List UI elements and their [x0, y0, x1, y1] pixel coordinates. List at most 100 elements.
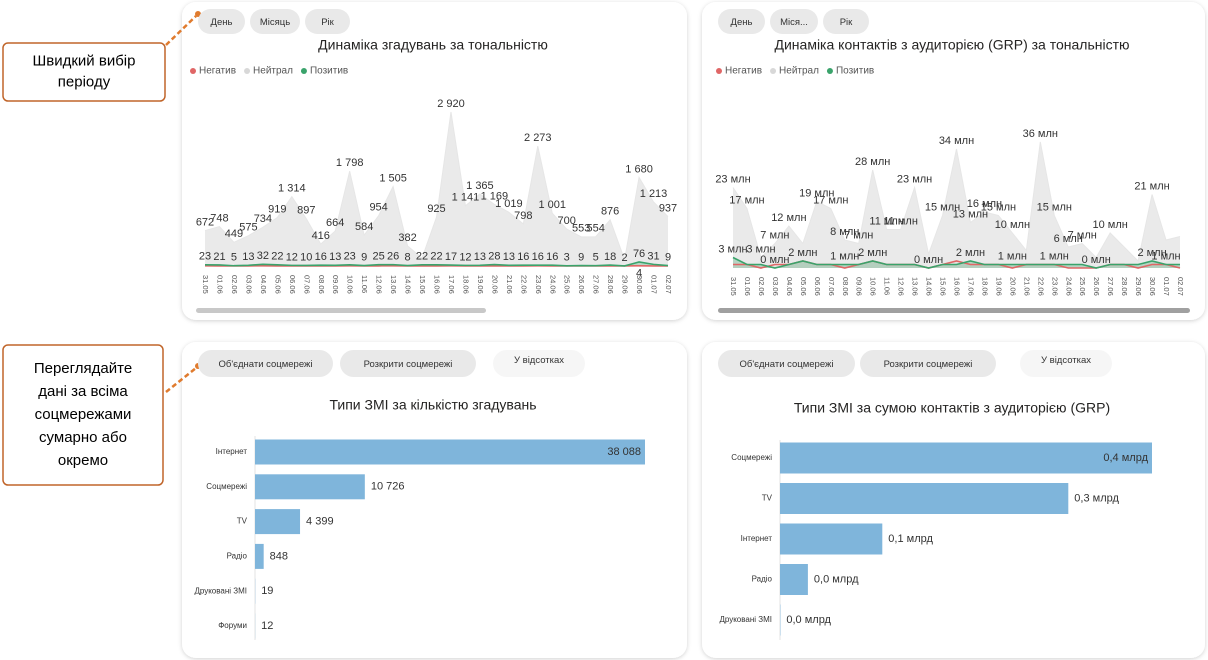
x-tick-label: 02.06: [230, 275, 239, 294]
data-label: 9: [665, 251, 671, 263]
data-label: 16 млн: [967, 198, 1002, 210]
data-label: 2 273: [524, 132, 552, 144]
button-bg[interactable]: [1020, 350, 1112, 377]
button-bg[interactable]: [770, 9, 818, 34]
data-label: 876: [601, 206, 619, 218]
x-tick-label: 23.06: [1050, 277, 1059, 296]
line: [204, 111, 669, 262]
data-label: 19 млн: [799, 187, 834, 199]
line: [204, 261, 669, 267]
button-label[interactable]: Рік: [840, 17, 853, 28]
chart-title: Динаміка контактів з аудиторією (GRP) за…: [775, 37, 1130, 53]
callout-text: періоду: [58, 73, 111, 90]
callout-text: окремо: [58, 452, 108, 469]
button-label[interactable]: Розкрити соцмережі: [884, 359, 973, 370]
button-label[interactable]: Розкрити соцмережі: [364, 359, 453, 370]
y-tick-label: TV: [237, 517, 248, 526]
legend-label: Позитив: [310, 66, 348, 77]
area: [205, 112, 668, 266]
data-label: 8: [405, 251, 411, 263]
data-label: 0,1 млрд: [888, 533, 933, 545]
button[interactable]: Об'єднати соцмережі: [198, 350, 333, 377]
data-label: 12: [261, 620, 273, 632]
data-label: 1 680: [625, 163, 653, 175]
button-bg[interactable]: [860, 350, 996, 377]
bar: [780, 564, 808, 595]
button-label[interactable]: Рік: [321, 17, 334, 28]
data-label: 10 726: [371, 481, 405, 493]
button-label[interactable]: У відсотках: [514, 355, 564, 366]
x-tick-label: 10.06: [346, 275, 355, 294]
button-bg[interactable]: [823, 9, 869, 34]
x-tick-label: 18.06: [461, 275, 470, 294]
data-label: 22: [416, 251, 428, 263]
x-tick-label: 13.06: [911, 277, 920, 296]
scrollbar[interactable]: [196, 308, 486, 313]
x-tick-label: 03.06: [771, 277, 780, 296]
button-bg[interactable]: [718, 350, 855, 377]
x-tick-label: 08.06: [317, 275, 326, 294]
button-bg[interactable]: [493, 350, 585, 377]
data-label: 22: [430, 251, 442, 263]
button[interactable]: У відсотках: [493, 350, 585, 377]
data-label: 11 млн: [869, 215, 904, 227]
button[interactable]: Міся...: [770, 9, 818, 34]
x-tick-label: 27.06: [1106, 277, 1115, 296]
x-tick-label: 01.07: [1162, 277, 1171, 296]
x-tick-label: 25.06: [1078, 277, 1087, 296]
x-tick-label: 24.06: [548, 275, 557, 294]
y-tick-label: Радіо: [227, 552, 248, 561]
button-label[interactable]: Міся...: [780, 17, 808, 28]
button[interactable]: У відсотках: [1020, 350, 1112, 377]
data-label: 10 млн: [1092, 219, 1127, 231]
x-tick-label: 19.06: [476, 275, 485, 294]
data-label: 3: [564, 252, 570, 264]
button-label[interactable]: Об'єднати соцмережі: [740, 359, 834, 370]
data-label: 1 213: [640, 188, 668, 200]
button-bg[interactable]: [718, 9, 765, 34]
data-label: 0 млн: [760, 254, 789, 266]
button-bg[interactable]: [198, 350, 333, 377]
callout-arrow-head: [195, 11, 201, 17]
button[interactable]: Розкрити соцмережі: [340, 350, 476, 377]
data-label: 5: [231, 252, 237, 264]
button-bg[interactable]: [340, 350, 476, 377]
data-label: 25: [373, 251, 385, 263]
data-label: 2 млн: [956, 247, 985, 259]
data-label: 1 365: [466, 180, 494, 192]
data-label: 954: [369, 202, 387, 214]
button-label[interactable]: День: [211, 17, 233, 28]
x-tick-label: 09.06: [855, 277, 864, 296]
button[interactable]: День: [718, 9, 765, 34]
button[interactable]: Місяць: [250, 9, 300, 34]
area: [733, 142, 1180, 268]
button-label[interactable]: День: [731, 17, 753, 28]
chart-title: Динаміка згадувань за тональністю: [318, 37, 548, 53]
button[interactable]: Розкрити соцмережі: [860, 350, 996, 377]
button-bg[interactable]: [198, 9, 245, 34]
scrollbar[interactable]: [718, 308, 1190, 313]
button[interactable]: Об'єднати соцмережі: [718, 350, 855, 377]
x-tick-label: 23.06: [534, 275, 543, 294]
data-label: 7 млн: [760, 229, 789, 241]
button-label[interactable]: Місяць: [260, 17, 290, 28]
data-label: 700: [558, 215, 576, 227]
y-tick-label: Інтернет: [216, 447, 248, 456]
button[interactable]: Рік: [305, 9, 350, 34]
data-label: 0 млн: [914, 254, 943, 266]
button[interactable]: Рік: [823, 9, 869, 34]
data-label: 897: [297, 205, 315, 217]
x-tick-label: 01.06: [215, 275, 224, 294]
data-label: 13 млн: [953, 208, 988, 220]
button-bg[interactable]: [305, 9, 350, 34]
x-tick-label: 06.06: [813, 277, 822, 296]
y-tick-label: TV: [762, 494, 773, 503]
button[interactable]: День: [198, 9, 245, 34]
data-label: 17: [445, 251, 457, 263]
data-label: 848: [270, 550, 288, 562]
y-tick-label: Друковані ЗМІ: [194, 586, 247, 595]
button-label[interactable]: Об'єднати соцмережі: [219, 359, 313, 370]
button-bg[interactable]: [250, 9, 300, 34]
button-label[interactable]: У відсотках: [1041, 355, 1091, 366]
